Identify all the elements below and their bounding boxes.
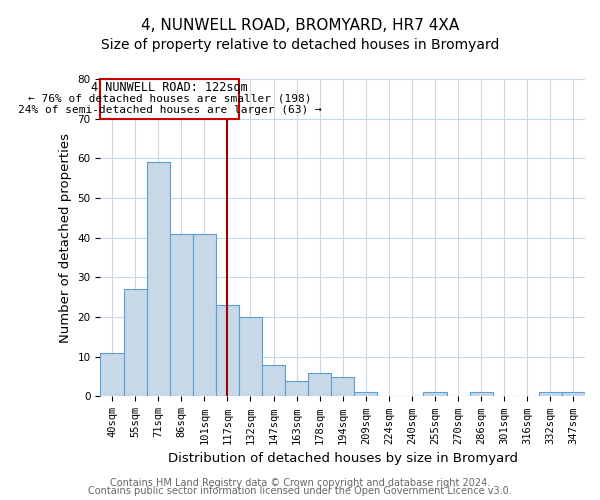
Bar	[354, 392, 377, 396]
Bar	[124, 290, 146, 397]
Bar	[100, 353, 124, 397]
Text: 24% of semi-detached houses are larger (63) →: 24% of semi-detached houses are larger (…	[18, 105, 322, 115]
Bar	[239, 317, 262, 396]
Text: Contains public sector information licensed under the Open Government Licence v3: Contains public sector information licen…	[88, 486, 512, 496]
Y-axis label: Number of detached properties: Number of detached properties	[59, 132, 72, 342]
Bar	[424, 392, 446, 396]
Bar	[308, 372, 331, 396]
FancyBboxPatch shape	[100, 79, 239, 118]
Bar	[470, 392, 493, 396]
Bar	[539, 392, 562, 396]
Bar	[562, 392, 585, 396]
Bar	[285, 380, 308, 396]
Bar	[146, 162, 170, 396]
Text: Size of property relative to detached houses in Bromyard: Size of property relative to detached ho…	[101, 38, 499, 52]
Text: ← 76% of detached houses are smaller (198): ← 76% of detached houses are smaller (19…	[28, 94, 311, 104]
Bar	[331, 376, 354, 396]
Bar	[170, 234, 193, 396]
Bar	[262, 364, 285, 396]
Bar	[216, 305, 239, 396]
Text: 4, NUNWELL ROAD, BROMYARD, HR7 4XA: 4, NUNWELL ROAD, BROMYARD, HR7 4XA	[141, 18, 459, 32]
Text: Contains HM Land Registry data © Crown copyright and database right 2024.: Contains HM Land Registry data © Crown c…	[110, 478, 490, 488]
Text: 4 NUNWELL ROAD: 122sqm: 4 NUNWELL ROAD: 122sqm	[91, 81, 248, 94]
Bar	[193, 234, 216, 396]
X-axis label: Distribution of detached houses by size in Bromyard: Distribution of detached houses by size …	[168, 452, 518, 465]
